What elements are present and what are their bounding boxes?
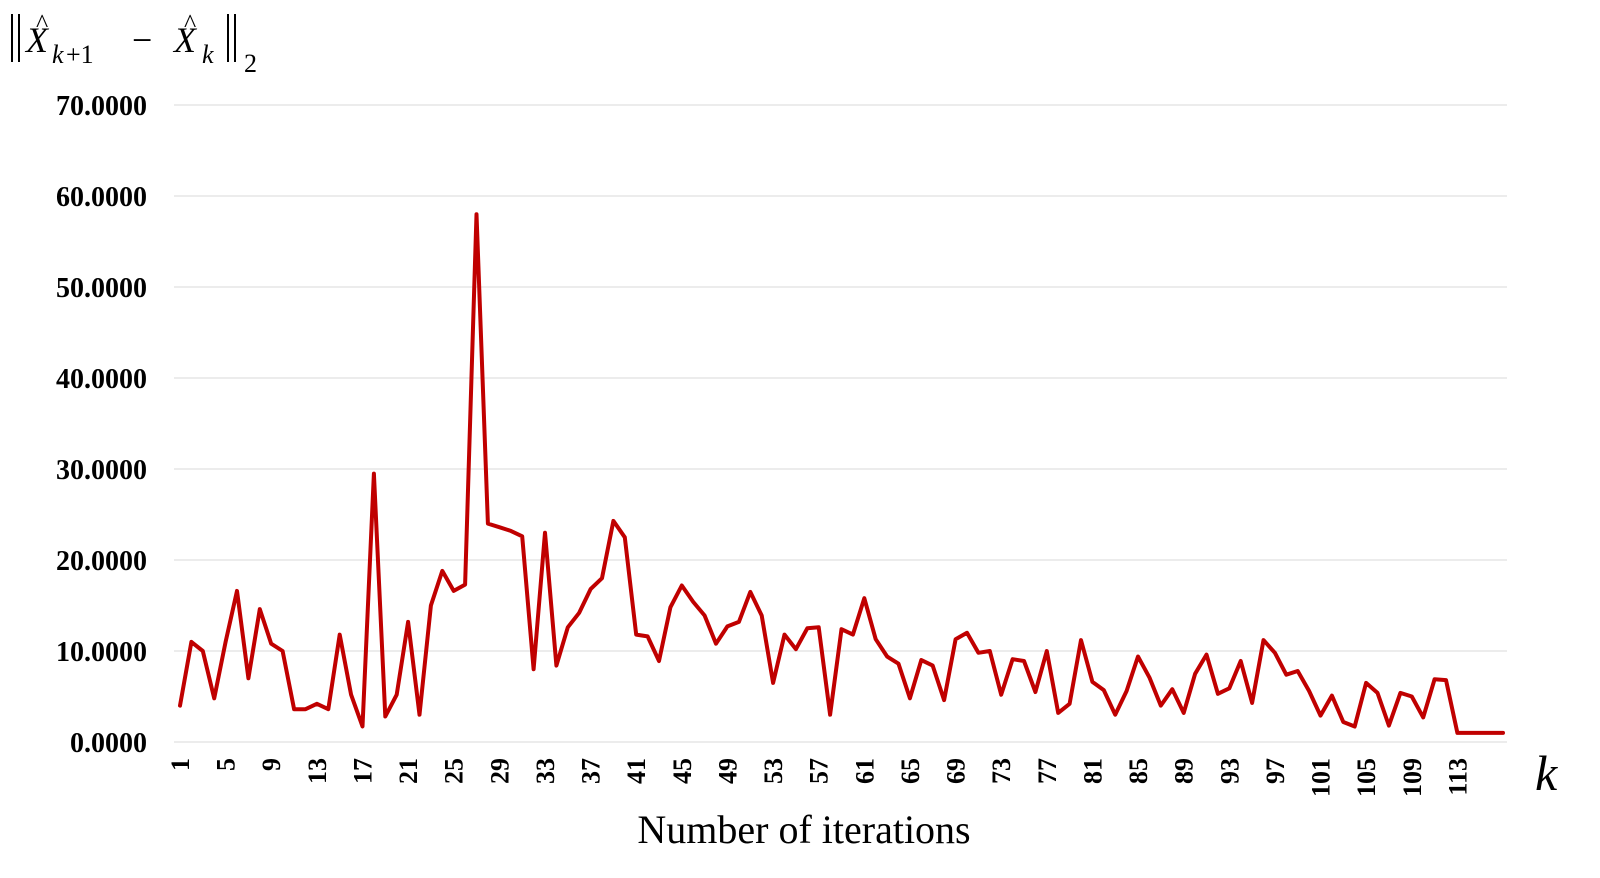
- x-tick-label: 93: [1215, 758, 1244, 784]
- x-tick-label: 77: [1033, 758, 1062, 784]
- svg-text:+1: +1: [66, 40, 94, 69]
- x-axis-title: Number of iterations: [637, 807, 970, 852]
- x-axis-ticks: 1 5 9 13 17 21 25 29 33 37 41 45 49 53 57 61 65 69 73 77 81 8…: [166, 758, 1472, 797]
- y-tick-label: 50.0000: [56, 273, 147, 304]
- x-variable-label: k: [1535, 745, 1558, 801]
- x-tick-label: 105: [1352, 758, 1381, 797]
- y-tick-label: 20.0000: [56, 546, 147, 577]
- x-tick-label: 17: [348, 758, 377, 784]
- svg-text:−: −: [132, 20, 152, 60]
- x-tick-label: 65: [896, 758, 925, 784]
- x-tick-label: 9: [257, 758, 286, 771]
- x-tick-label: 5: [212, 758, 241, 771]
- x-tick-label: 21: [394, 758, 423, 784]
- x-tick-label: 33: [531, 758, 560, 784]
- x-tick-label: 81: [1078, 758, 1107, 784]
- series-line: [178, 212, 1505, 735]
- y-tick-label: 10.0000: [56, 637, 147, 668]
- x-tick-label: 73: [987, 758, 1016, 784]
- x-tick-label: 41: [622, 758, 651, 784]
- x-tick-label: 97: [1261, 758, 1290, 784]
- y-tick-label: 30.0000: [56, 455, 147, 486]
- y-tick-label: 70.0000: [56, 91, 147, 122]
- x-tick-label: 109: [1398, 758, 1427, 797]
- y-tick-label: 40.0000: [56, 364, 147, 395]
- x-tick-label: 25: [440, 758, 469, 784]
- y-axis-ticks: 0.0000 10.0000 20.0000 30.0000 40.0000 50.000…: [56, 91, 147, 759]
- x-tick-label: 1: [166, 758, 195, 771]
- svg-text:^: ^: [184, 9, 196, 38]
- x-tick-label: 85: [1124, 758, 1153, 784]
- grid-lines: [174, 104, 1507, 743]
- x-tick-label: 61: [850, 758, 879, 784]
- x-tick-label: 37: [577, 758, 606, 784]
- y-tick-label: 0.0000: [70, 728, 147, 759]
- svg-text:^: ^: [36, 9, 48, 38]
- x-tick-label: 45: [668, 758, 697, 784]
- y-tick-label: 60.0000: [56, 182, 147, 213]
- x-tick-label: 13: [303, 758, 332, 784]
- svg-text:X: X: [24, 20, 50, 60]
- x-tick-label: 29: [485, 758, 514, 784]
- x-tick-label: 57: [805, 758, 834, 784]
- x-tick-label: 53: [759, 758, 788, 784]
- y-axis-title: X ^ k +1 − X ^ k 2: [11, 9, 257, 78]
- x-tick-label: 49: [713, 758, 742, 784]
- series-layer: [178, 212, 1505, 735]
- x-tick-label: 89: [1170, 758, 1199, 784]
- x-tick-label: 113: [1443, 758, 1472, 796]
- x-tick-label: 69: [942, 758, 971, 784]
- svg-text:X: X: [172, 20, 198, 60]
- x-tick-label: 101: [1307, 758, 1336, 797]
- svg-text:2: 2: [244, 49, 257, 78]
- svg-text:k: k: [52, 40, 64, 69]
- svg-text:k: k: [202, 40, 214, 69]
